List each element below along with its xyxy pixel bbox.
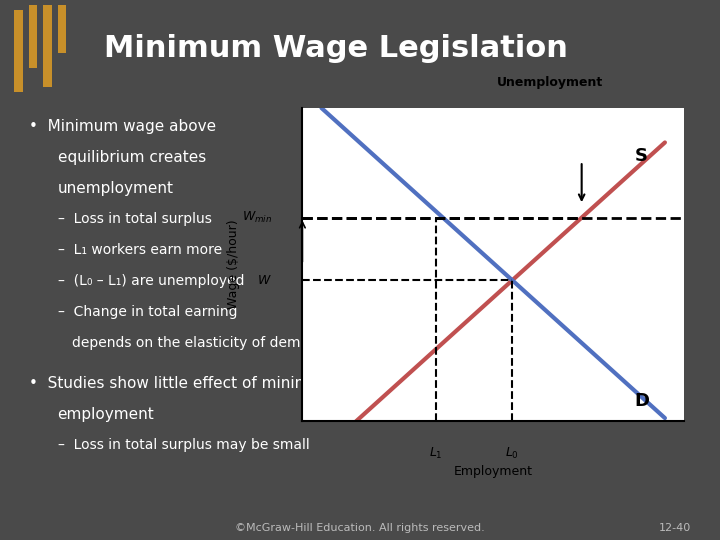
Text: –  Loss in total surplus: – Loss in total surplus <box>58 212 212 226</box>
Text: D: D <box>634 392 649 410</box>
Text: –  Change in total earning: – Change in total earning <box>58 305 237 319</box>
Text: employment: employment <box>58 407 154 422</box>
Text: Minimum Wage Legislation: Minimum Wage Legislation <box>104 34 568 63</box>
Text: ©McGraw-Hill Education. All rights reserved.: ©McGraw-Hill Education. All rights reser… <box>235 523 485 534</box>
Text: $W$: $W$ <box>257 274 272 287</box>
Text: –  (L₀ – L₁) are unemployed: – (L₀ – L₁) are unemployed <box>58 274 244 288</box>
Text: $L_1$: $L_1$ <box>429 446 443 461</box>
Bar <box>58 5 66 53</box>
Text: 12-40: 12-40 <box>659 523 691 534</box>
Text: •  Minimum wage above: • Minimum wage above <box>29 119 216 134</box>
Text: $L_0$: $L_0$ <box>505 446 519 461</box>
Text: •  Studies show little effect of minimum wage on: • Studies show little effect of minimum … <box>29 376 404 391</box>
Text: Employment: Employment <box>454 465 533 478</box>
Text: –  L₁ workers earn more: – L₁ workers earn more <box>58 244 222 258</box>
Text: equilibrium creates: equilibrium creates <box>58 150 206 165</box>
Text: depends on the elasticity of demand for labor: depends on the elasticity of demand for … <box>72 336 390 350</box>
Bar <box>14 10 23 92</box>
Bar <box>43 5 52 87</box>
Text: Unemployment: Unemployment <box>498 76 603 89</box>
Text: S: S <box>634 147 647 165</box>
Text: Wage ($/hour): Wage ($/hour) <box>228 220 240 309</box>
Text: $W_{min}$: $W_{min}$ <box>242 210 272 225</box>
Text: –  Loss in total surplus may be small: – Loss in total surplus may be small <box>58 438 310 452</box>
Text: unemployment: unemployment <box>58 181 174 197</box>
Bar <box>29 5 37 68</box>
